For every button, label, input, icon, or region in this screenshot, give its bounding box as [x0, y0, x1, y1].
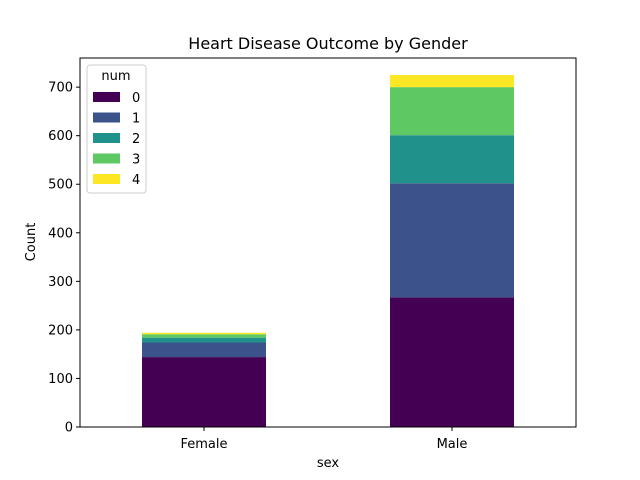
- legend-swatch: [93, 92, 120, 102]
- bar-segment: [142, 337, 266, 343]
- x-tick-label: Male: [437, 437, 468, 452]
- legend-title: num: [101, 69, 130, 84]
- chart-title: Heart Disease Outcome by Gender: [188, 34, 468, 53]
- bar-segment: [390, 74, 514, 88]
- y-tick-label: 600: [48, 129, 73, 144]
- legend-label: 1: [132, 112, 140, 127]
- legend-label: 2: [132, 132, 140, 147]
- bar-segment: [142, 342, 266, 358]
- bars-layer: [142, 74, 514, 427]
- y-tick-label: 0: [65, 421, 73, 436]
- x-tick-label: Female: [180, 437, 227, 452]
- legend-swatch: [93, 133, 120, 143]
- y-tick-label: 400: [48, 226, 73, 241]
- bar-segment: [390, 135, 514, 184]
- x-axis-label: sex: [317, 456, 340, 471]
- y-tick-label: 200: [48, 323, 73, 338]
- bar-segment: [390, 87, 514, 136]
- bar-segment: [390, 297, 514, 427]
- legend-label: 4: [132, 173, 140, 188]
- y-axis: 0 100 200 300 400 500 600 700: [48, 81, 80, 436]
- legend-label: 0: [132, 91, 140, 106]
- plot-frame: [79, 57, 577, 428]
- y-tick-label: 100: [48, 372, 73, 387]
- bar-segment: [142, 357, 266, 427]
- y-tick-label: 700: [48, 81, 73, 96]
- bar-segment: [142, 334, 266, 338]
- legend-label: 3: [132, 153, 140, 168]
- y-tick-label: 500: [48, 178, 73, 193]
- y-tick-label: 300: [48, 275, 73, 290]
- bar-segment: [390, 183, 514, 298]
- legend-swatch: [93, 174, 120, 184]
- legend-swatch: [93, 112, 120, 123]
- bar-segment: [142, 332, 266, 335]
- legend-swatch: [93, 153, 120, 164]
- x-axis: Female Male: [180, 427, 467, 452]
- legend: num 0 1 2 3 4: [86, 64, 147, 194]
- y-axis-label: Count: [24, 223, 39, 262]
